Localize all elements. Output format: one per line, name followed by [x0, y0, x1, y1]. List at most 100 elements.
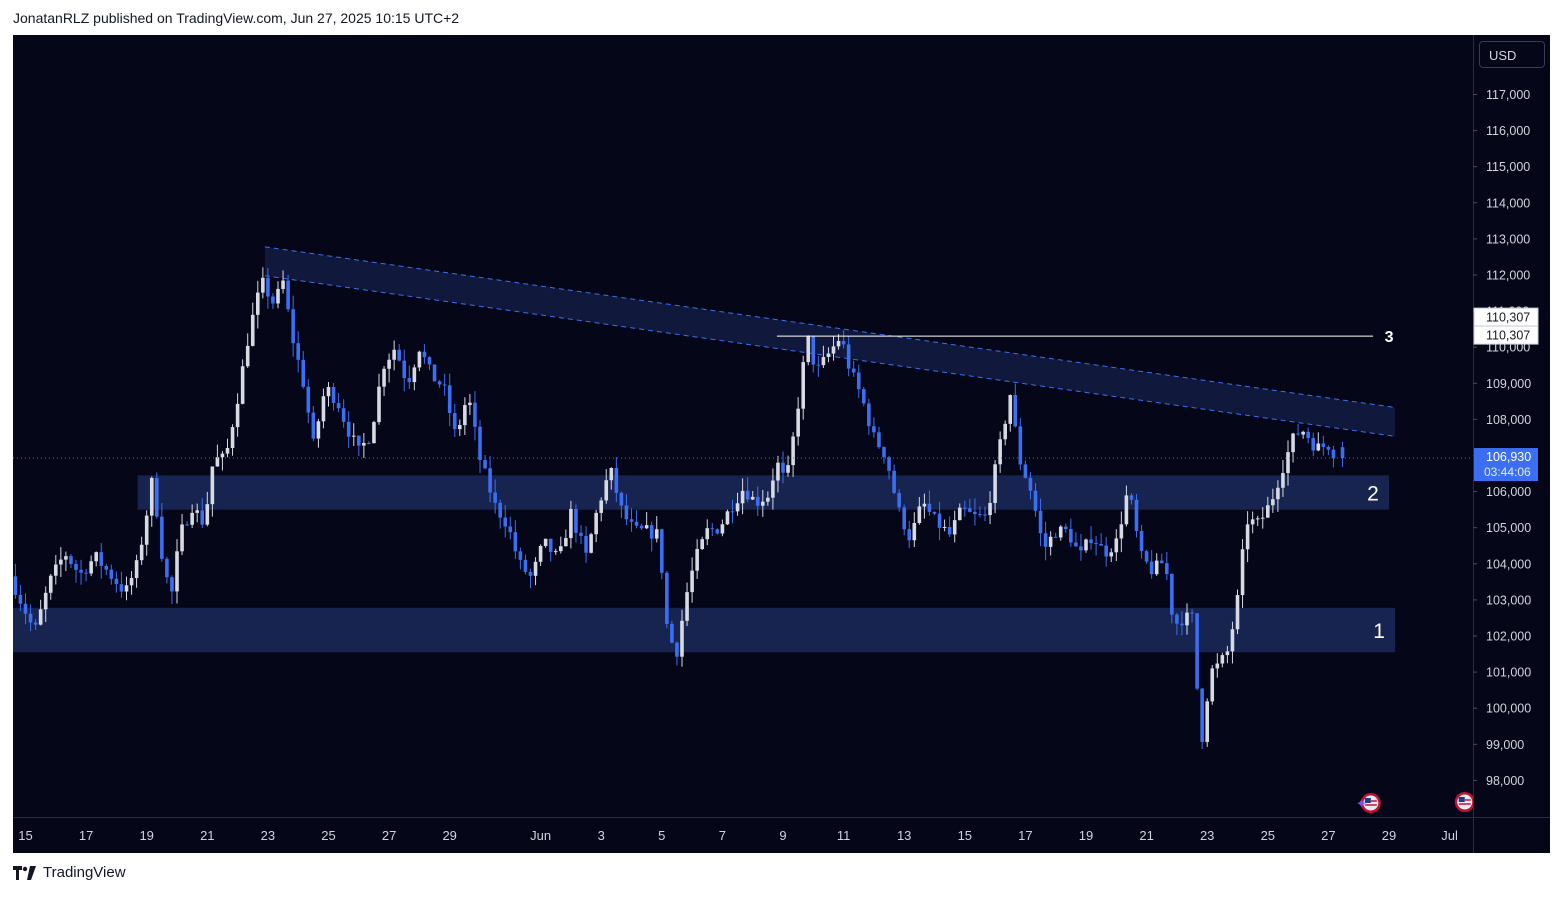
last-candle — [1340, 441, 1345, 468]
candle-body — [59, 559, 63, 565]
bear-candle — [1331, 445, 1336, 468]
bull-candle — [801, 355, 805, 420]
bear-candle — [422, 344, 427, 364]
bull-candle — [1114, 529, 1119, 561]
bear-candle — [1175, 612, 1179, 636]
level-3-marker: 3 — [1385, 329, 1394, 346]
bear-candle — [13, 563, 18, 599]
bull-candle — [594, 509, 598, 543]
candle-body — [104, 565, 109, 570]
candle-body — [1033, 490, 1038, 511]
candle-body — [796, 408, 800, 437]
candle-body — [851, 368, 856, 373]
bear-candle — [18, 584, 23, 612]
candle-body — [1291, 433, 1295, 453]
bull-candle — [463, 397, 467, 435]
bull-candle — [48, 574, 53, 600]
candle-body — [715, 529, 720, 534]
candle-body — [589, 534, 593, 553]
candle-body — [983, 514, 987, 516]
candle-body — [447, 385, 452, 414]
bull-candle — [1210, 665, 1215, 705]
candle-body — [245, 345, 250, 367]
candlestick-chart[interactable]: 12 3✦ 98,00099,000100,000101,000102,0001… — [13, 35, 1550, 853]
time-tick-label: 5 — [658, 828, 665, 843]
candle-body — [564, 538, 568, 547]
candle-body — [195, 510, 199, 513]
candle-body — [538, 545, 543, 562]
time-tick-label: 17 — [79, 828, 93, 843]
bull-candle — [1008, 394, 1013, 432]
bull-candle — [690, 557, 694, 603]
candle-body — [680, 620, 684, 657]
bear-candle — [493, 479, 497, 514]
candle-body — [614, 467, 619, 493]
bull-candle — [1235, 589, 1240, 635]
candle-body — [947, 527, 952, 535]
bull-candle — [195, 503, 199, 523]
bull-candle — [412, 364, 417, 391]
candle-body — [553, 551, 558, 553]
bull-candle — [377, 373, 381, 425]
bear-candle — [1296, 423, 1300, 436]
bull-candle — [180, 514, 184, 556]
bear-candle — [902, 504, 906, 536]
bear-candle — [291, 295, 295, 357]
bull-candle — [993, 460, 997, 514]
candle-body — [180, 524, 184, 552]
tradingview-footer[interactable]: TradingView — [13, 864, 126, 881]
candle-body — [488, 468, 492, 493]
candle-body — [755, 496, 760, 506]
candle-body — [321, 396, 326, 422]
bull-candle — [256, 280, 260, 329]
time-tick-label: 27 — [1321, 828, 1335, 843]
bull-candle — [89, 555, 93, 577]
candle-body — [1255, 518, 1260, 520]
candle-body — [114, 578, 119, 585]
candle-body — [1048, 536, 1053, 547]
candle-body — [766, 497, 770, 502]
bear-candle — [715, 528, 720, 535]
candle-body — [442, 384, 447, 386]
bull-candle — [240, 359, 245, 405]
bull-candle — [175, 539, 179, 604]
candle-body — [1094, 543, 1098, 545]
currency-button[interactable]: USD — [1479, 41, 1545, 68]
candle-body — [1058, 526, 1063, 538]
bear-candle — [649, 521, 654, 552]
candle-body — [1129, 495, 1134, 500]
bear-candle — [518, 547, 523, 570]
bear-candle — [907, 520, 912, 549]
candle-body — [897, 492, 901, 508]
bear-candle — [331, 382, 336, 411]
bull-candle — [1058, 525, 1063, 541]
time-tick-label: 15 — [958, 828, 972, 843]
candle-body — [1220, 655, 1225, 664]
candle-body — [1003, 423, 1007, 440]
candle-body — [18, 594, 23, 604]
bull-candle — [1220, 652, 1225, 668]
candle-body — [392, 349, 396, 360]
bull-candle — [250, 302, 255, 347]
bear-candle — [978, 506, 982, 518]
candle-body — [604, 480, 609, 501]
bull-candle — [1124, 485, 1129, 527]
candle-body — [660, 529, 664, 573]
candle-body — [250, 314, 255, 346]
bear-candle — [730, 499, 735, 524]
candle-body — [261, 277, 265, 293]
candle-body — [685, 592, 689, 621]
bear-candle — [1033, 483, 1038, 517]
bull-candle — [1281, 459, 1285, 497]
bear-candle — [155, 472, 159, 519]
candle-body — [1286, 452, 1290, 474]
candle-body — [993, 464, 997, 503]
level-3-price-tag: 110,307 — [1473, 325, 1539, 345]
time-tick-label: 21 — [1139, 828, 1153, 843]
candle-body — [185, 524, 189, 526]
candle-body — [963, 507, 967, 509]
bull-candle — [43, 586, 48, 622]
candle-body — [1038, 510, 1043, 534]
